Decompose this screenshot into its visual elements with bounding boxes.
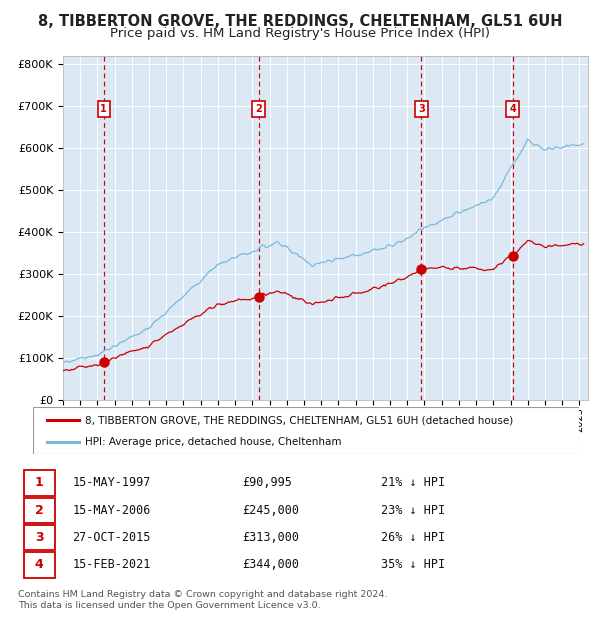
FancyBboxPatch shape (23, 552, 55, 578)
Text: £344,000: £344,000 (242, 559, 299, 572)
Text: 8, TIBBERTON GROVE, THE REDDINGS, CHELTENHAM, GL51 6UH (detached house): 8, TIBBERTON GROVE, THE REDDINGS, CHELTE… (85, 415, 513, 425)
FancyBboxPatch shape (23, 525, 55, 551)
Text: This data is licensed under the Open Government Licence v3.0.: This data is licensed under the Open Gov… (18, 601, 320, 611)
Text: 3: 3 (35, 531, 43, 544)
Text: HPI: Average price, detached house, Cheltenham: HPI: Average price, detached house, Chel… (85, 437, 341, 447)
Text: 1: 1 (100, 104, 107, 114)
Text: £245,000: £245,000 (242, 504, 299, 517)
Text: 15-MAY-1997: 15-MAY-1997 (73, 476, 151, 489)
Text: 2: 2 (35, 504, 43, 517)
Text: 15-MAY-2006: 15-MAY-2006 (73, 504, 151, 517)
Text: 15-FEB-2021: 15-FEB-2021 (73, 559, 151, 572)
Text: 8, TIBBERTON GROVE, THE REDDINGS, CHELTENHAM, GL51 6UH: 8, TIBBERTON GROVE, THE REDDINGS, CHELTE… (38, 14, 562, 29)
Text: 3: 3 (418, 104, 425, 114)
Text: 4: 4 (509, 104, 516, 114)
Text: 1: 1 (35, 476, 43, 489)
Text: Price paid vs. HM Land Registry's House Price Index (HPI): Price paid vs. HM Land Registry's House … (110, 27, 490, 40)
Text: 21% ↓ HPI: 21% ↓ HPI (380, 476, 445, 489)
Text: 23% ↓ HPI: 23% ↓ HPI (380, 504, 445, 517)
FancyBboxPatch shape (23, 498, 55, 523)
FancyBboxPatch shape (33, 407, 579, 454)
Text: 27-OCT-2015: 27-OCT-2015 (73, 531, 151, 544)
Text: 2: 2 (256, 104, 262, 114)
Text: £90,995: £90,995 (242, 476, 292, 489)
Text: 26% ↓ HPI: 26% ↓ HPI (380, 531, 445, 544)
Text: £313,000: £313,000 (242, 531, 299, 544)
Text: Contains HM Land Registry data © Crown copyright and database right 2024.: Contains HM Land Registry data © Crown c… (18, 590, 388, 600)
FancyBboxPatch shape (23, 470, 55, 495)
Text: 35% ↓ HPI: 35% ↓ HPI (380, 559, 445, 572)
Text: 4: 4 (35, 559, 43, 572)
